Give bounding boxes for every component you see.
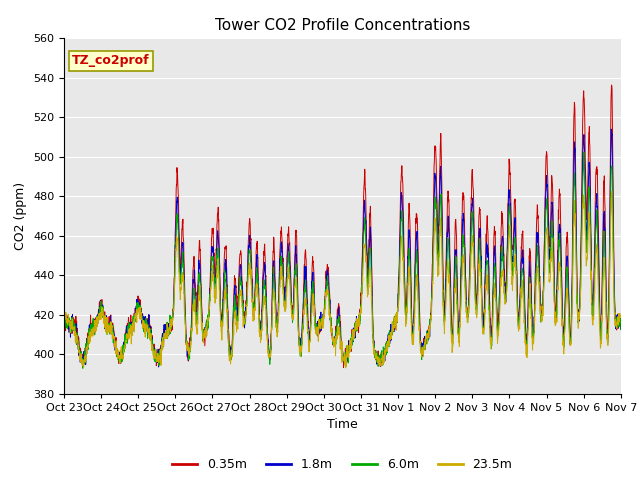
Legend: 0.35m, 1.8m, 6.0m, 23.5m: 0.35m, 1.8m, 6.0m, 23.5m (167, 453, 518, 476)
Title: Tower CO2 Profile Concentrations: Tower CO2 Profile Concentrations (214, 18, 470, 33)
X-axis label: Time: Time (327, 418, 358, 431)
Text: TZ_co2prof: TZ_co2prof (72, 54, 150, 67)
Y-axis label: CO2 (ppm): CO2 (ppm) (15, 182, 28, 250)
